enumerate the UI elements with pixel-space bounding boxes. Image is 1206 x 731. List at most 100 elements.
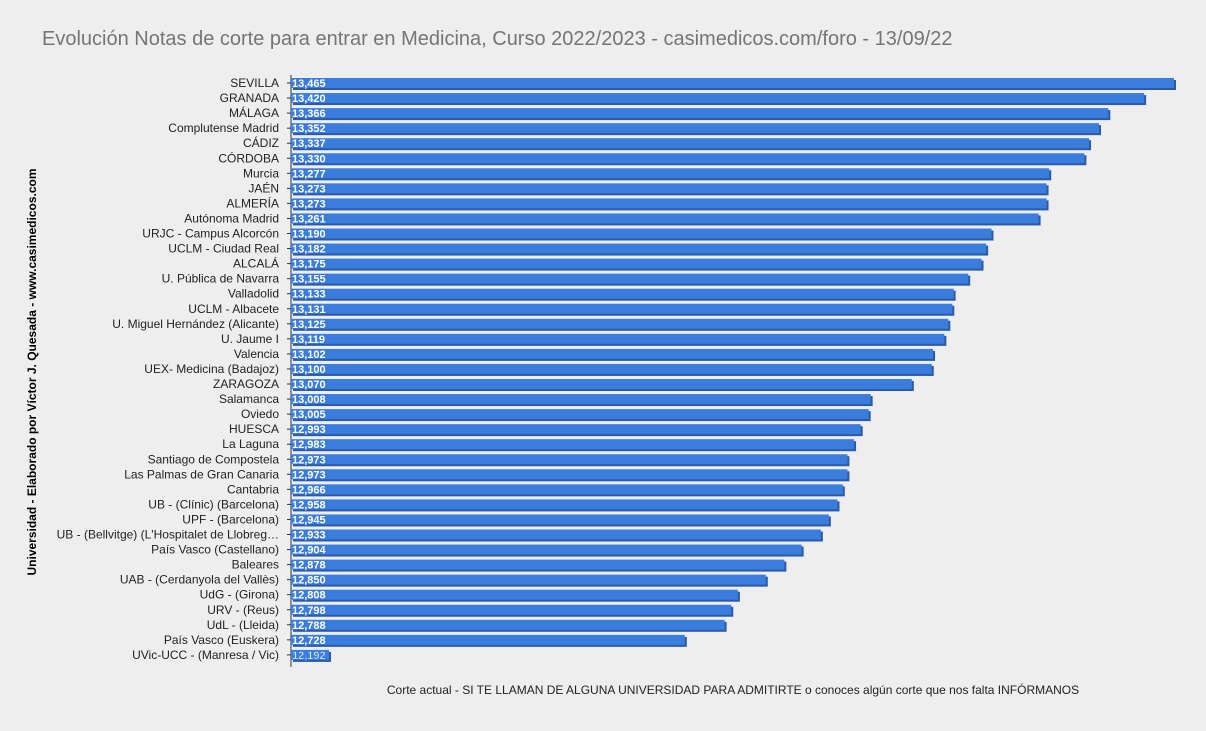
category-label: URV - (Reus) (207, 603, 279, 617)
category-label: UB - (Bellvitge) (L'Hospitalet de Llobre… (57, 528, 279, 542)
category-label: Cantabria (227, 482, 279, 496)
bar (291, 604, 732, 615)
bar (291, 649, 329, 660)
data-label: 13,352 (292, 123, 326, 135)
data-label: 12,973 (292, 469, 326, 481)
category-label: U. Pública de Navarra (162, 272, 280, 286)
category-label: MÁLAGA (229, 105, 279, 120)
data-label: 13,070 (292, 379, 326, 391)
bar (291, 273, 969, 284)
data-label: 12,993 (292, 424, 326, 436)
category-label: Autónoma Madrid (184, 211, 279, 225)
data-label: 12,192 (292, 650, 326, 662)
category-label: U. Miguel Hernández (Alicante) (112, 317, 279, 331)
bar (291, 138, 1090, 149)
category-label: CÓRDOBA (218, 150, 279, 165)
data-label: 13,155 (292, 274, 326, 286)
data-label: 12,904 (292, 545, 327, 557)
bar (291, 228, 992, 239)
bar (291, 93, 1145, 104)
category-label: País Vasco (Euskera) (164, 633, 279, 647)
bar (291, 363, 932, 374)
data-label: 13,273 (292, 183, 326, 195)
data-label: 13,277 (292, 168, 326, 180)
data-label: 12,966 (292, 484, 326, 496)
category-label: ZARAGOZA (213, 377, 279, 391)
category-label: ALMERÍA (226, 195, 279, 210)
bar (291, 559, 785, 570)
bar (291, 544, 802, 555)
category-label: Murcia (243, 166, 279, 180)
category-label: Salamanca (219, 392, 279, 406)
data-label: 13,100 (292, 364, 326, 376)
category-label: Valencia (234, 347, 279, 361)
category-label: Baleares (232, 558, 279, 572)
category-label: Las Palmas de Gran Canaria (124, 467, 279, 481)
category-label: Santiago de Compostela (148, 452, 280, 466)
data-label: 13,102 (292, 349, 326, 361)
data-label: 12,850 (292, 575, 326, 587)
data-label: 13,190 (292, 229, 326, 241)
bar (291, 439, 855, 450)
x-axis-label: Corte actual - SI TE LLAMAN DE ALGUNA UN… (386, 683, 1080, 697)
category-label: Oviedo (241, 407, 279, 421)
data-label: 12,958 (292, 499, 326, 511)
category-label: UdG - (Girona) (200, 588, 279, 602)
data-label: 13,465 (292, 78, 326, 90)
bar (291, 153, 1085, 164)
category-label: ALCALÁ (233, 256, 279, 271)
data-label: 13,133 (292, 289, 326, 301)
category-label: JAÉN (248, 180, 279, 195)
bar (291, 394, 871, 405)
bar (291, 213, 1039, 224)
bar (291, 574, 766, 585)
bar (291, 78, 1174, 88)
data-label: 13,273 (292, 198, 326, 210)
data-label: 13,008 (292, 394, 326, 406)
category-label: La Laguna (222, 437, 279, 451)
bar (291, 634, 685, 645)
category-label: UVic-UCC - (Manresa / Vic) (132, 648, 279, 662)
data-label: 12,973 (292, 454, 326, 466)
bar (291, 303, 953, 314)
bar (291, 424, 861, 435)
category-label: U. Jaume I (221, 332, 279, 346)
data-label: 13,131 (292, 304, 326, 316)
data-label: 12,878 (292, 560, 326, 572)
bar (291, 348, 934, 359)
category-label: UCLM - Albacete (188, 302, 279, 316)
category-label: Valladolid (228, 287, 279, 301)
bar (291, 333, 945, 344)
bar (291, 288, 954, 299)
bar (291, 318, 949, 329)
bar (291, 589, 738, 600)
category-label: HUESCA (229, 422, 279, 436)
bar (291, 469, 848, 480)
data-label: 12,983 (292, 439, 326, 451)
data-label: 13,330 (292, 153, 326, 165)
chart-title: Evolución Notas de corte para entrar en … (42, 28, 953, 50)
data-label: 13,261 (292, 213, 326, 225)
data-label: 13,119 (292, 334, 325, 346)
category-label: URJC - Campus Alcorcón (142, 227, 279, 241)
bar (291, 183, 1047, 194)
category-label: Complutense Madrid (168, 121, 279, 135)
data-label: 12,798 (292, 605, 326, 617)
data-label: 13,182 (292, 244, 326, 256)
bar (291, 619, 725, 630)
bar (291, 514, 829, 525)
data-label: 13,366 (292, 108, 326, 120)
bar (291, 168, 1050, 179)
bar (291, 198, 1047, 209)
bar (291, 258, 982, 269)
data-label: 13,337 (292, 138, 326, 150)
category-label: SEVILLA (230, 76, 279, 90)
category-label: País Vasco (Castellano) (151, 543, 279, 557)
bar (291, 499, 838, 510)
bar (291, 409, 869, 420)
bar (291, 454, 848, 465)
bar (291, 243, 987, 254)
data-label: 12,945 (292, 514, 326, 526)
category-label: GRANADA (220, 91, 279, 105)
